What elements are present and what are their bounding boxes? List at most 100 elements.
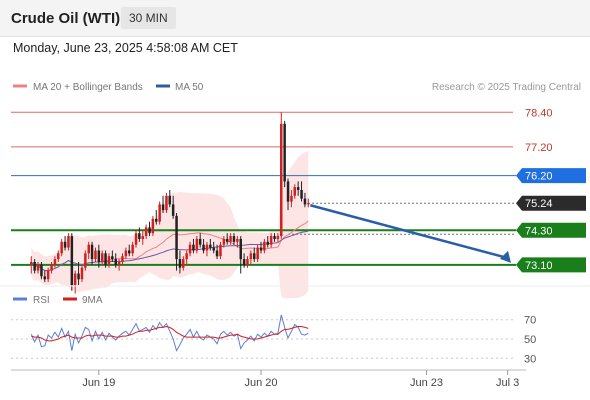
candle-body bbox=[182, 259, 185, 268]
candle bbox=[33, 259, 36, 274]
level-tag-text: 75.24 bbox=[525, 198, 553, 210]
candle-body bbox=[63, 241, 67, 248]
candle-body bbox=[57, 253, 60, 260]
candle bbox=[273, 233, 276, 242]
rsi-line bbox=[30, 314, 309, 352]
candle-body bbox=[165, 195, 168, 211]
candle-body bbox=[232, 236, 236, 242]
candle-body bbox=[144, 227, 148, 236]
key-levels bbox=[11, 111, 516, 266]
candle-body bbox=[84, 253, 87, 268]
candle bbox=[280, 112, 283, 239]
candle bbox=[276, 233, 280, 242]
candle bbox=[226, 233, 229, 245]
candle bbox=[242, 253, 246, 268]
level-tags: 78.40 77.20 76.20 75.24 74.30 73.10 bbox=[516, 107, 586, 273]
candle-body bbox=[117, 262, 121, 265]
candle bbox=[232, 233, 236, 245]
candle bbox=[300, 181, 303, 202]
candle bbox=[148, 221, 151, 237]
candle bbox=[253, 247, 256, 262]
level-tag-75.24: 75.24 bbox=[516, 195, 586, 211]
candle bbox=[131, 241, 134, 257]
candle bbox=[286, 178, 290, 211]
candle bbox=[222, 236, 226, 248]
level-tag-background bbox=[516, 257, 586, 273]
candle-body bbox=[188, 244, 192, 254]
candle bbox=[138, 227, 141, 242]
candle bbox=[296, 181, 300, 196]
candle bbox=[171, 195, 175, 219]
level-tag-76.20: 76.20 bbox=[516, 168, 586, 184]
candle-body bbox=[280, 123, 283, 237]
candle bbox=[73, 270, 77, 294]
candle-body bbox=[134, 233, 138, 245]
candle-body bbox=[246, 259, 249, 265]
timeframe-badge[interactable]: 30 MIN bbox=[121, 7, 176, 29]
candle-body bbox=[253, 253, 256, 260]
chart-header: Crude Oil (WTI) 30 MIN bbox=[0, 0, 590, 37]
candle bbox=[94, 247, 97, 262]
candle bbox=[212, 241, 215, 254]
candle bbox=[141, 230, 144, 245]
candle bbox=[202, 238, 205, 254]
level-tag-text: 73.10 bbox=[525, 260, 553, 272]
candle-body bbox=[222, 238, 226, 245]
candle bbox=[269, 233, 273, 248]
candle-body bbox=[151, 218, 155, 234]
candle bbox=[50, 261, 53, 274]
candle-body bbox=[259, 247, 263, 251]
x-axis: Jun 19 Jun 20 Jun 23 Jul 3 bbox=[82, 370, 519, 389]
level-label-78.40: 78.40 bbox=[525, 107, 553, 119]
candle bbox=[57, 250, 60, 262]
candle-body bbox=[249, 253, 253, 260]
candle bbox=[40, 261, 43, 280]
candle bbox=[178, 250, 182, 274]
ma50-line bbox=[30, 230, 309, 272]
candle-body bbox=[198, 238, 202, 245]
candle-body bbox=[263, 241, 266, 251]
candle bbox=[70, 233, 74, 291]
candle-body bbox=[185, 253, 188, 260]
candle-body bbox=[266, 241, 269, 245]
candle-body bbox=[283, 123, 286, 182]
forecast-arrow-shaft bbox=[309, 204, 508, 260]
candle-body bbox=[141, 236, 144, 239]
candle bbox=[293, 184, 296, 199]
candle-body bbox=[307, 203, 310, 205]
candle bbox=[97, 244, 101, 268]
candle-body bbox=[219, 244, 222, 257]
candle bbox=[53, 256, 57, 268]
candle bbox=[60, 238, 63, 257]
candle-body bbox=[195, 238, 199, 251]
candle-body bbox=[114, 259, 117, 265]
candle bbox=[215, 244, 219, 260]
candle bbox=[124, 247, 128, 260]
candle-body bbox=[175, 215, 178, 260]
rsi-ma-line bbox=[31, 325, 309, 342]
candle-body bbox=[60, 241, 63, 254]
candle bbox=[134, 230, 138, 248]
candle bbox=[84, 250, 87, 271]
candle-body bbox=[293, 187, 296, 196]
x-tick-label: Jun 20 bbox=[244, 377, 277, 389]
candle bbox=[107, 253, 111, 268]
candle-body bbox=[50, 264, 53, 271]
candle bbox=[117, 259, 121, 271]
candle-body bbox=[155, 218, 158, 222]
candle bbox=[182, 256, 185, 271]
candle-body bbox=[205, 244, 209, 251]
candle bbox=[198, 233, 202, 248]
candle-body bbox=[90, 244, 94, 260]
candle-body bbox=[33, 262, 36, 271]
candle-body bbox=[236, 238, 239, 242]
candle bbox=[43, 270, 46, 283]
candle bbox=[290, 190, 293, 208]
candle-body bbox=[138, 233, 141, 239]
candle bbox=[121, 253, 124, 265]
candle bbox=[303, 192, 307, 208]
candle-body bbox=[296, 187, 300, 190]
candle bbox=[114, 253, 117, 268]
candle-body bbox=[87, 244, 90, 254]
